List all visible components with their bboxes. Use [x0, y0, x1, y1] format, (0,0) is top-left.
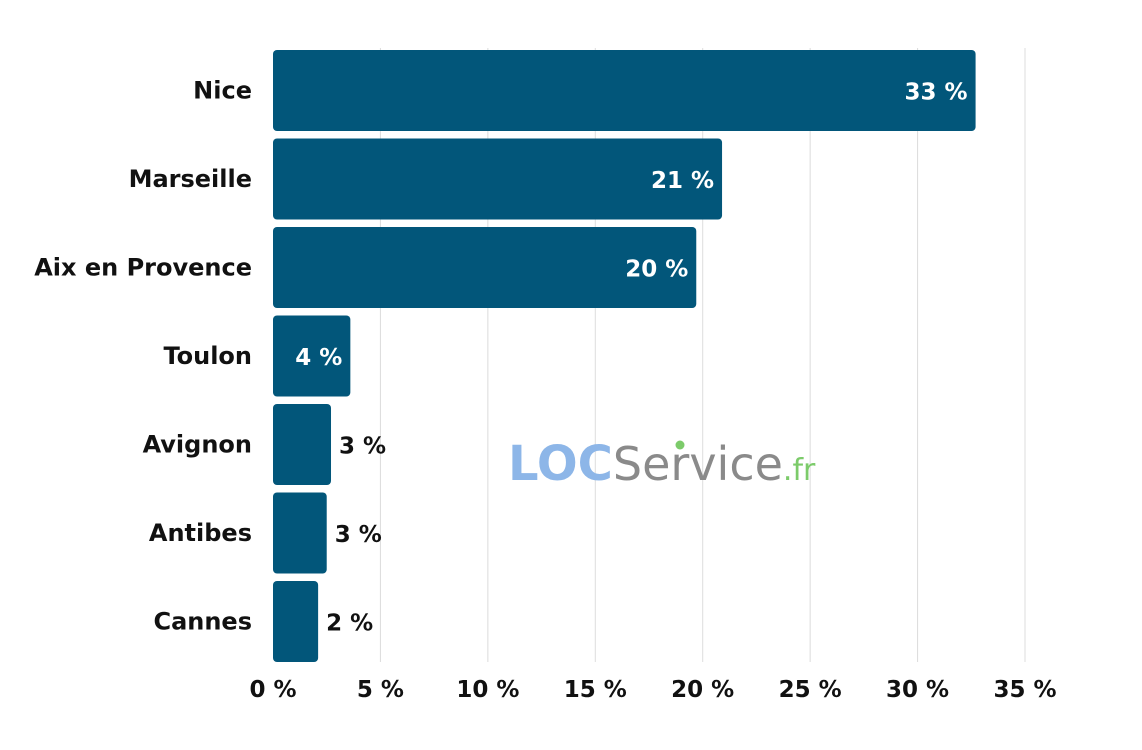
watermark-service: Service — [613, 437, 783, 491]
bar-marseille — [273, 138, 723, 220]
bar-toulon — [273, 315, 351, 397]
category-label: Nice — [193, 77, 252, 105]
value-label: 21 % — [651, 168, 714, 194]
x-tick-label: 20 % — [671, 677, 734, 703]
bar-avignon — [273, 404, 332, 485]
category-labels: Nice Marseille Aix en Provence Toulon Avigno… — [34, 77, 252, 636]
x-tick-label: 35 % — [993, 677, 1056, 703]
bar-nice — [273, 50, 976, 131]
value-label: 20 % — [625, 257, 688, 283]
x-tick-label: 10 % — [456, 677, 519, 703]
watermark-logo: LOCService.fr — [508, 436, 816, 492]
x-tick-label: 30 % — [886, 677, 949, 703]
bar-aix-en-provence — [273, 227, 697, 308]
watermark-dot — [675, 440, 685, 450]
bar-cannes — [273, 581, 319, 662]
value-label: 3 % — [339, 434, 386, 460]
category-label: Antibes — [149, 519, 252, 547]
svg-text:LOCService.fr: LOCService.fr — [508, 436, 816, 492]
x-tick-label: 0 % — [249, 677, 296, 703]
value-label: 2 % — [326, 611, 373, 637]
x-tick-label: 25 % — [779, 677, 842, 703]
category-label: Avignon — [143, 431, 252, 459]
value-label: 33 % — [905, 80, 968, 106]
bars — [273, 50, 976, 662]
bar-antibes — [273, 492, 327, 574]
x-axis-tick-labels: 0 % 5 % 10 % 15 % 20 % 25 % 30 % 35 % — [249, 677, 1056, 703]
category-label: Toulon — [163, 342, 252, 370]
category-label: Marseille — [129, 165, 252, 193]
watermark-tld: .fr — [783, 453, 816, 488]
x-tick-label: 15 % — [564, 677, 627, 703]
value-label: 4 % — [295, 345, 342, 371]
watermark-loc: LOC — [508, 436, 613, 492]
category-label: Aix en Provence — [34, 254, 252, 282]
value-label: 3 % — [335, 522, 382, 548]
value-labels: 33 % 21 % 20 % 4 % 3 % 3 % 2 % — [295, 80, 967, 637]
category-label: Cannes — [153, 608, 252, 636]
x-tick-label: 5 % — [357, 677, 404, 703]
